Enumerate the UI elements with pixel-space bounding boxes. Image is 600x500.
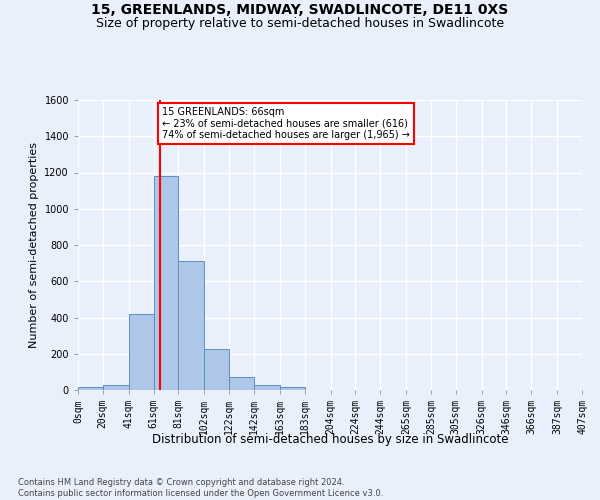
Bar [254, 384, 280, 390]
Text: Contains HM Land Registry data © Crown copyright and database right 2024.
Contai: Contains HM Land Registry data © Crown c… [18, 478, 383, 498]
Bar [205, 349, 229, 390]
Text: Size of property relative to semi-detached houses in Swadlincote: Size of property relative to semi-detach… [96, 18, 504, 30]
Bar [129, 314, 154, 390]
Bar [280, 388, 305, 390]
Text: 15 GREENLANDS: 66sqm
← 23% of semi-detached houses are smaller (616)
74% of semi: 15 GREENLANDS: 66sqm ← 23% of semi-detac… [162, 108, 410, 140]
Bar [154, 176, 178, 390]
Text: 15, GREENLANDS, MIDWAY, SWADLINCOTE, DE11 0XS: 15, GREENLANDS, MIDWAY, SWADLINCOTE, DE1… [91, 2, 509, 16]
Text: Distribution of semi-detached houses by size in Swadlincote: Distribution of semi-detached houses by … [152, 432, 508, 446]
Bar [103, 384, 129, 390]
Bar [78, 388, 103, 390]
Bar [229, 378, 254, 390]
Y-axis label: Number of semi-detached properties: Number of semi-detached properties [29, 142, 39, 348]
Bar [178, 262, 205, 390]
